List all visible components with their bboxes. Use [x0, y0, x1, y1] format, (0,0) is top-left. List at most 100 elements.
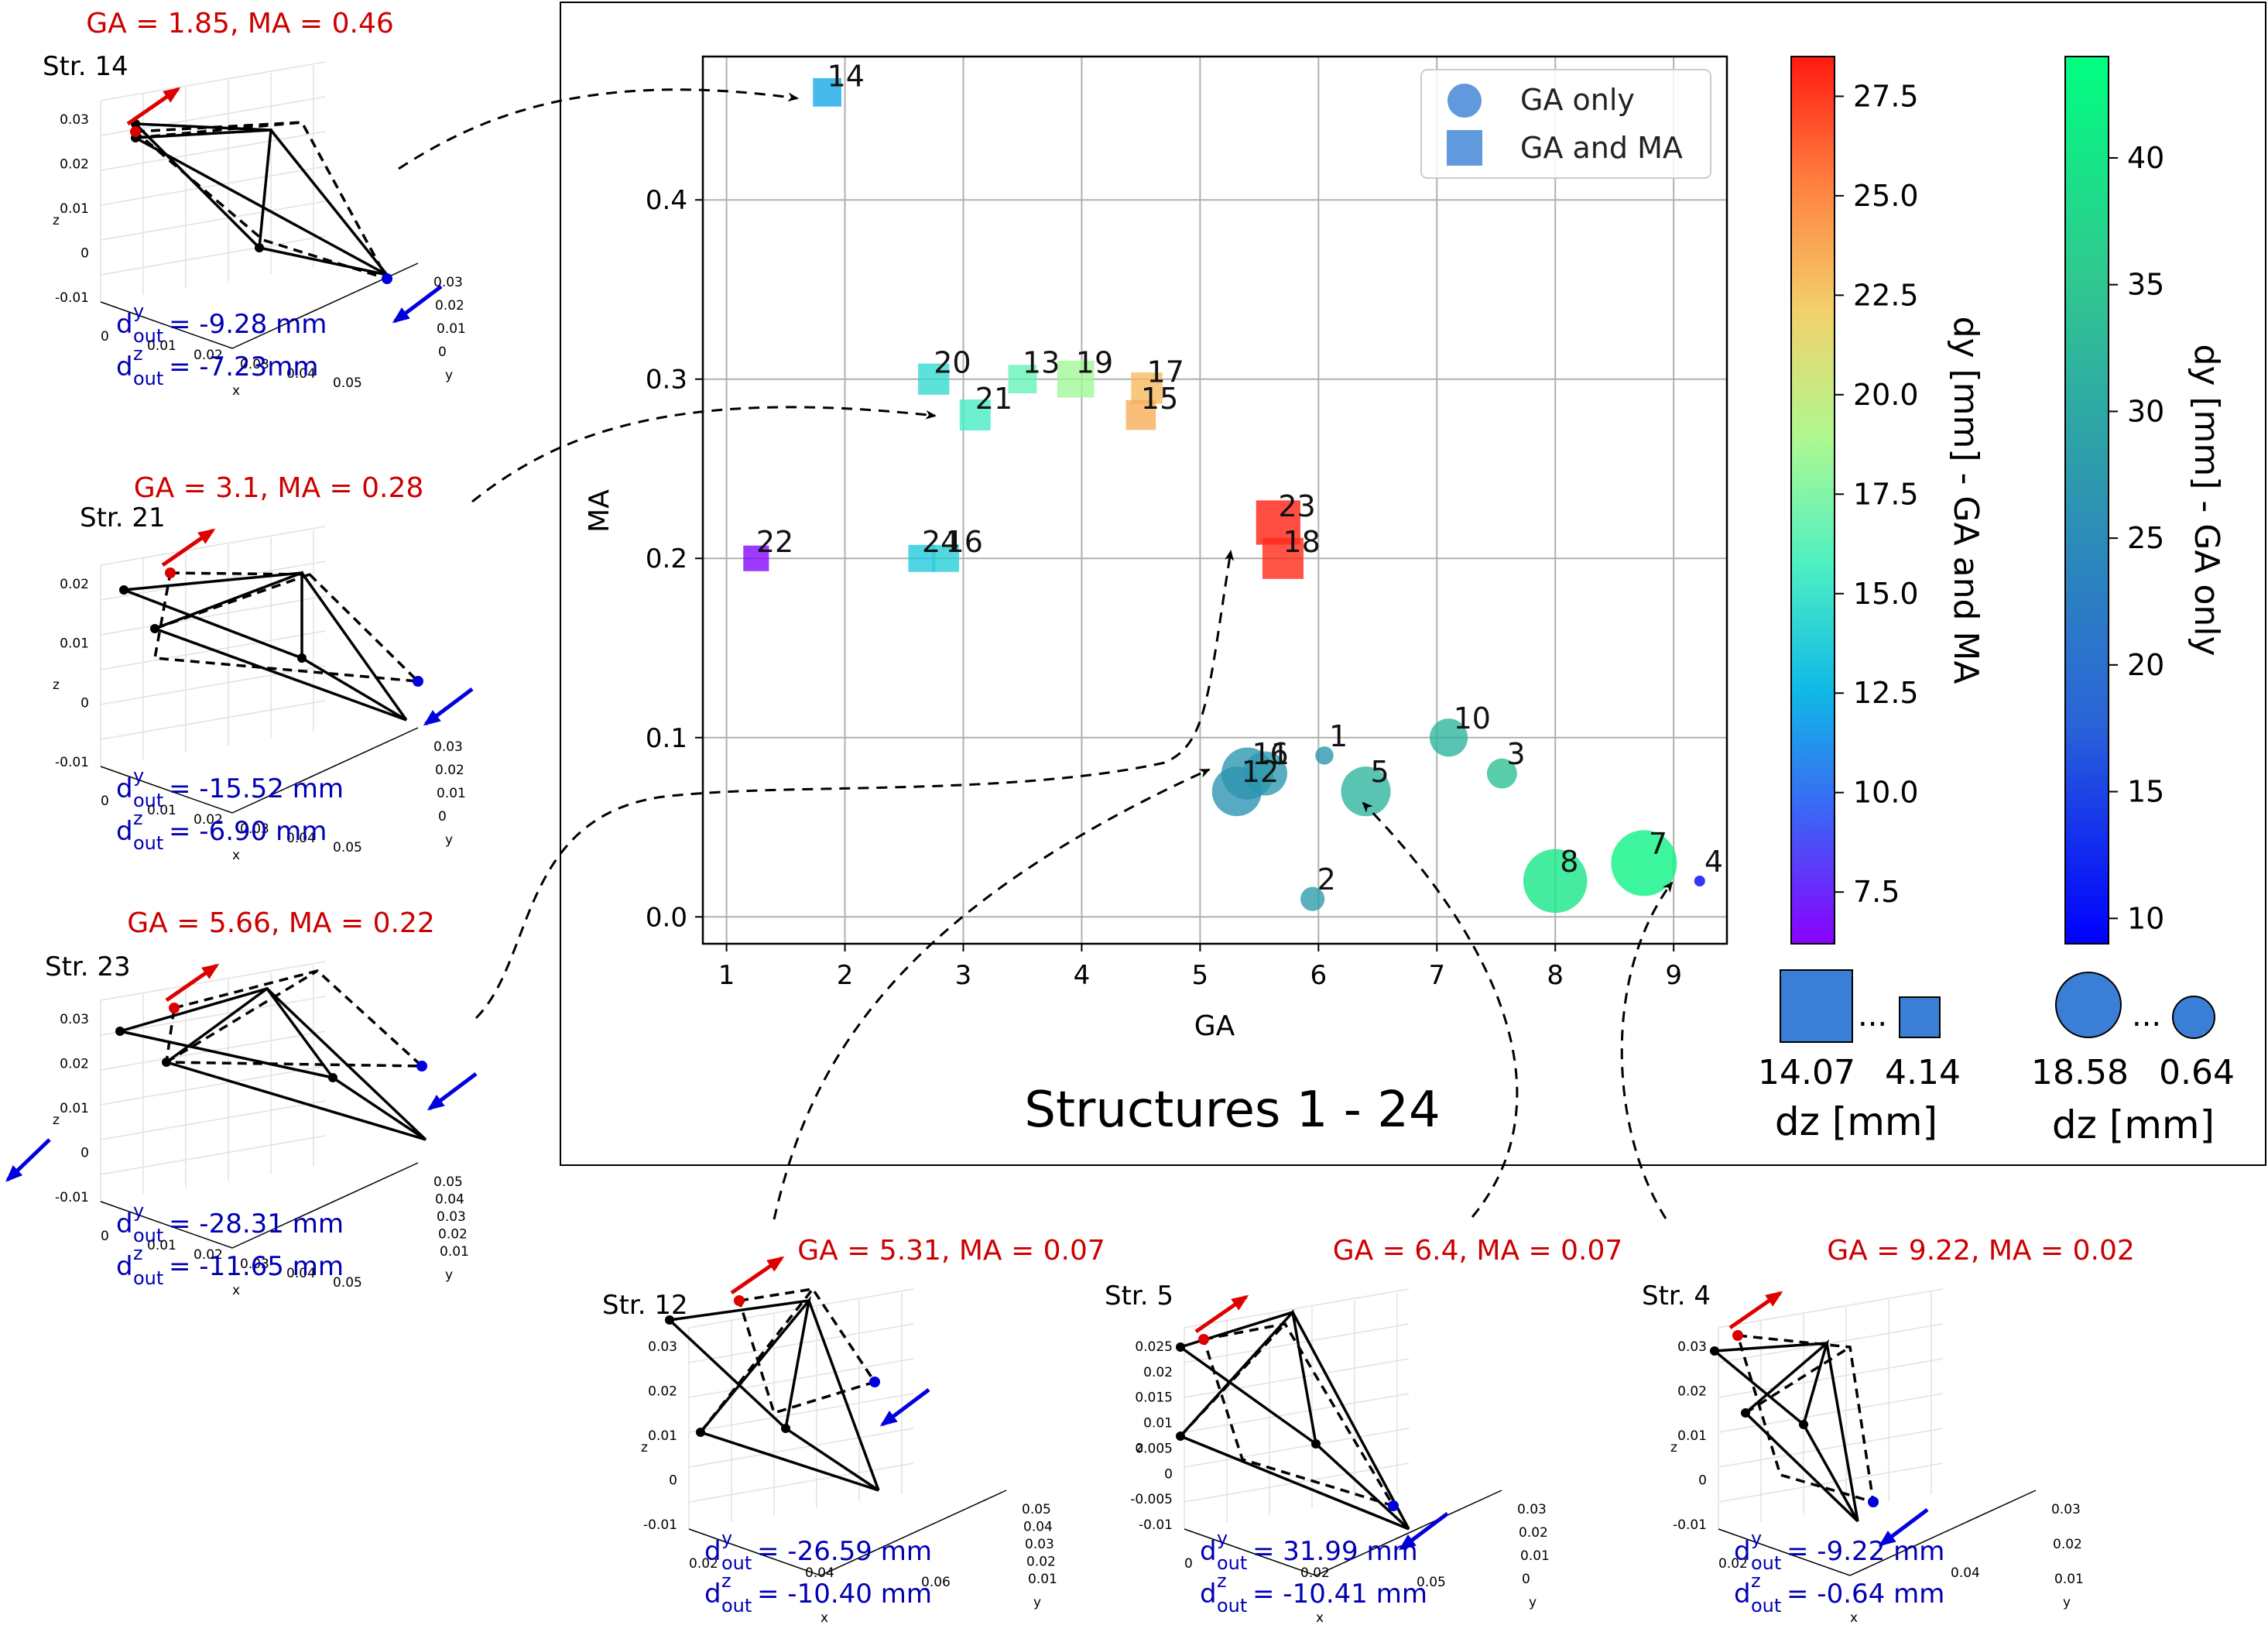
output-displacement-arrow [1398, 1512, 1449, 1551]
point-label-4: 4 [1704, 845, 1723, 879]
square-point-24 [908, 544, 936, 572]
square-point-15 [1125, 399, 1156, 430]
inset-disp-symbol: d [1734, 1579, 1751, 1610]
size-legend-circles: ... 18.58 0.64 dz [mm] [2031, 972, 2235, 1147]
inset-x-tick: 0 [101, 1229, 109, 1244]
inset-grid-line [688, 1393, 914, 1433]
colorbar-tick-label: 15.0 [1853, 577, 1919, 611]
input-force-arrow [161, 528, 216, 567]
inset-x-tick: 0.02 [194, 1247, 223, 1263]
inset-x-tick: 0.04 [286, 831, 316, 846]
inset-axis-frame [1718, 1490, 2037, 1576]
inset-member-dashed [164, 969, 426, 1068]
inset-disp-value: = -11.65 mm [169, 1251, 344, 1282]
x-tick-label: 3 [955, 960, 972, 991]
y-tick-label: 0.2 [646, 543, 687, 574]
inset-metrics: GA = 5.31, MA = 0.07 [797, 1235, 1105, 1267]
colorbar-tick-label: 27.5 [1853, 79, 1919, 113]
inset-grid-line [100, 131, 326, 171]
inset-z-tick: 0.03 [1677, 1339, 1707, 1355]
x-tick-label: 6 [1310, 960, 1328, 991]
x-tick-label: 2 [837, 960, 854, 991]
inset-node [1176, 1342, 1185, 1352]
colorbar-tick-label: 7.5 [1853, 875, 1900, 909]
inset-z-label: z [53, 1113, 60, 1128]
inset-structure-12: GA = 5.31, MA = 0.07 Str. 12 0.03 0.02 0.01 0… [602, 1235, 1105, 1626]
inset-grid-line [1718, 1393, 1944, 1433]
inset-x-tick: 0.03 [240, 821, 269, 837]
inset-output-node [1388, 1500, 1399, 1511]
inset-member-solid [668, 1318, 787, 1430]
inset-disp-symbol: d [116, 773, 133, 804]
inset-disp-sup: y [133, 1200, 144, 1222]
inset-disp-value: = -9.28 mm [169, 309, 327, 340]
inset-node [115, 1027, 125, 1036]
inset-disp-symbol: d [1200, 1579, 1217, 1610]
inset-3d-grid [688, 1288, 914, 1529]
inset-z-tick: -0.01 [1139, 1517, 1173, 1533]
connector-arrows [398, 88, 1674, 1220]
colorbar-tick-label: 35 [2127, 268, 2164, 302]
inset-structure-14: GA = 1.85, MA = 0.46 Str. 14 0.03 0.02 0.01 0… [43, 8, 466, 399]
inset-y-tick: 0.01 [440, 1244, 469, 1260]
inset-z-label: z [641, 1440, 648, 1455]
size-square-max-label: 14.07 [1758, 1053, 1855, 1092]
connector-14 [398, 88, 799, 170]
point-label-13: 13 [1023, 346, 1060, 380]
x-tick-label: 4 [1074, 960, 1091, 991]
inset-member-solid [1713, 1349, 1805, 1426]
inset-node [1741, 1408, 1750, 1418]
output-displacement-arrow [879, 1388, 930, 1427]
inset-x-tick: 0.05 [1417, 1575, 1446, 1590]
inset-node [255, 243, 264, 252]
inset-title: Str. 5 [1105, 1281, 1173, 1311]
inset-x-tick: 0.02 [194, 348, 223, 363]
size-square-small [1899, 996, 1941, 1038]
inset-output-node [416, 1061, 427, 1071]
inset-x-tick: 0.04 [805, 1565, 834, 1581]
inset-axis-frame [688, 1490, 1007, 1576]
inset-node [1176, 1431, 1185, 1441]
inset-member-dashed [1179, 1322, 1286, 1438]
inset-output-node [1868, 1497, 1879, 1507]
inset-disp-sub: out [133, 832, 163, 854]
inset-z-tick: -0.005 [1130, 1492, 1173, 1507]
inset-node [1799, 1420, 1808, 1429]
size-square-min-label: 4.14 [1885, 1053, 1961, 1092]
inset-z-tick: 0.01 [648, 1428, 677, 1444]
inset-disp-sup: z [1751, 1570, 1761, 1592]
inset-grid-line [100, 665, 326, 705]
square-point-16 [932, 544, 960, 572]
inset-grid-line [100, 526, 326, 566]
inset-disp-value: = -10.40 mm [757, 1579, 932, 1610]
inset-grid-line [1184, 1288, 1410, 1329]
point-label-8: 8 [1560, 845, 1578, 879]
inset-z-tick: 0.005 [1135, 1441, 1173, 1456]
x-tick-label: 7 [1428, 960, 1445, 991]
inset-title: Str. 23 [45, 951, 131, 982]
colorbar-tick-label: 10.0 [1853, 776, 1919, 810]
inset-z-tick: 0.015 [1135, 1390, 1173, 1406]
circle-point-10 [1429, 718, 1468, 757]
inset-disp-sub: out [1217, 1595, 1247, 1617]
inset-member-solid [135, 122, 389, 276]
colorbar-ga-and-ma [1790, 56, 1835, 945]
inset-z-tick: -0.01 [55, 1190, 89, 1205]
inset-z-tick: -0.01 [643, 1517, 677, 1533]
inset-z-tick: 0.01 [60, 201, 89, 217]
colorbar-tick-label: 25 [2127, 521, 2164, 555]
point-label-5: 5 [1371, 755, 1389, 789]
inset-disp-sub: out [1751, 1552, 1781, 1574]
inset-x-tick: 0.04 [286, 1266, 316, 1281]
inset-y-tick: 0.03 [1517, 1502, 1547, 1517]
inset-y-tick: 0.01 [1520, 1548, 1550, 1564]
inset-metrics: GA = 3.1, MA = 0.28 [134, 472, 424, 504]
inset-member-dashed [135, 121, 303, 139]
point-label-14: 14 [827, 59, 865, 93]
inset-grid-line [1718, 1288, 1944, 1329]
inset-x-tick: 0.03 [240, 357, 269, 372]
